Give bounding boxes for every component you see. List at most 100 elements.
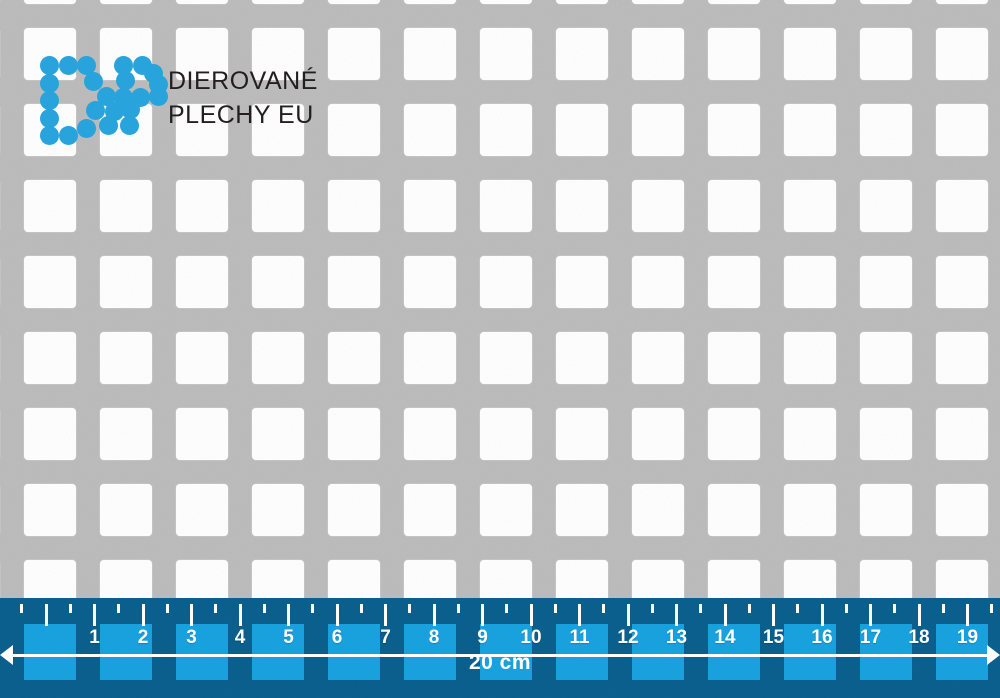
ruler-label-3: 3 xyxy=(186,627,197,648)
ruler-tick-major xyxy=(335,604,339,626)
perforation-hole xyxy=(24,560,76,598)
logo-dot xyxy=(119,116,139,136)
perforation-hole xyxy=(328,256,380,308)
brand-name: DIEROVANÉ PLECHY EU xyxy=(168,64,318,133)
perforation-hole xyxy=(24,256,76,308)
logo-dot xyxy=(115,70,135,90)
ruler-tick-minor xyxy=(408,604,412,613)
ruler-label-2: 2 xyxy=(137,627,149,648)
perforation-hole xyxy=(708,180,760,232)
perforation-hole xyxy=(632,560,684,598)
ruler-tick-major xyxy=(432,604,436,626)
perforation-hole xyxy=(936,104,988,156)
perforation-hole xyxy=(556,484,608,536)
logo-dot xyxy=(40,56,59,75)
perforation-hole xyxy=(252,332,304,384)
logo-dot xyxy=(99,116,119,136)
ruler-tick-minor xyxy=(941,604,945,613)
perforation-hole xyxy=(480,560,532,598)
ruler-label-1: 1 xyxy=(89,627,100,648)
logo-dot xyxy=(121,99,141,119)
perforation-hole xyxy=(480,256,532,308)
ruler-label-5: 5 xyxy=(283,627,294,648)
perforation-hole xyxy=(708,104,760,156)
perforation-hole xyxy=(252,0,304,4)
perforation-hole xyxy=(480,0,532,4)
perforation-hole xyxy=(784,104,836,156)
ruler-label-11: 11 xyxy=(569,627,590,648)
ruler-label-4: 4 xyxy=(234,627,246,648)
logo-dot xyxy=(58,56,78,75)
ruler-tick-minor xyxy=(359,604,363,613)
ruler-tick-minor xyxy=(68,604,72,613)
perforation-hole xyxy=(936,0,988,4)
logo-dot xyxy=(40,108,59,128)
ruler-tick-minor xyxy=(893,604,897,613)
perforation-hole xyxy=(556,0,608,4)
perforation-hole xyxy=(632,484,684,536)
ruler-tick-minor xyxy=(505,604,509,613)
ruler-tick-minor xyxy=(747,604,751,613)
perforation-hole xyxy=(632,256,684,308)
perforation-hole xyxy=(936,484,988,536)
perforation-hole xyxy=(784,484,836,536)
perforation-hole xyxy=(708,408,760,460)
perforation-hole xyxy=(328,180,380,232)
arrow-right-icon xyxy=(987,645,1000,665)
perforation-hole xyxy=(860,28,912,80)
perforation-hole xyxy=(784,408,836,460)
perforation-hole xyxy=(100,560,152,598)
perforation-hole xyxy=(404,484,456,536)
perforation-hole xyxy=(708,28,760,80)
logo-dot xyxy=(149,86,169,106)
perforation-hole xyxy=(784,180,836,232)
arrow-left-icon xyxy=(0,645,13,665)
perforation-hole xyxy=(632,332,684,384)
perforation-hole xyxy=(480,28,532,80)
logo-dot xyxy=(77,56,96,75)
perforation-hole xyxy=(556,560,608,598)
ruler-tick-minor xyxy=(796,604,800,613)
logo-dot xyxy=(40,91,59,110)
ruler-block xyxy=(24,624,76,680)
scale-ruler: 1 2 3 4 5 6 7 8 9 10 11 12 13 14 15 16 17 18 19 xyxy=(0,598,1000,698)
ruler-tick-major xyxy=(190,604,193,626)
perforation-hole xyxy=(176,0,228,4)
perforation-hole xyxy=(24,408,76,460)
brand-logo: DIEROVANÉ PLECHY EU xyxy=(38,48,368,148)
ruler-tick-minor xyxy=(553,604,557,613)
ruler-block xyxy=(176,624,228,680)
ruler-tick-major xyxy=(578,604,581,626)
perforation-hole xyxy=(328,408,380,460)
perforation-hole xyxy=(556,408,608,460)
ruler-label-10: 10 xyxy=(520,627,542,648)
perforation-hole xyxy=(708,560,760,598)
perforation-hole xyxy=(708,484,760,536)
perforation-hole xyxy=(328,332,380,384)
perforation-hole xyxy=(556,256,608,308)
perforation-hole xyxy=(480,484,532,536)
ruler-label-15: 15 xyxy=(762,627,785,648)
ruler-tick-major xyxy=(93,604,96,626)
perforation-hole xyxy=(100,180,152,232)
perforation-hole xyxy=(632,180,684,232)
perforation-hole xyxy=(404,256,456,308)
perforation-hole xyxy=(860,332,912,384)
ruler-tick-major xyxy=(917,604,921,626)
perforation-hole xyxy=(480,332,532,384)
perforation-hole xyxy=(556,104,608,156)
perforation-hole xyxy=(328,560,380,598)
ruler-tick-minor xyxy=(20,604,24,613)
ruler-label-6: 6 xyxy=(331,627,343,648)
perforation-hole xyxy=(252,408,304,460)
ruler-label-12: 12 xyxy=(617,627,639,648)
ruler-tick-major xyxy=(772,604,775,626)
perforation-hole xyxy=(252,180,304,232)
perforation-hole xyxy=(632,28,684,80)
perforation-hole xyxy=(480,104,532,156)
ruler-tick-major xyxy=(626,604,630,626)
perforation-hole xyxy=(860,180,912,232)
perforation-hole xyxy=(480,408,532,460)
perforation-hole xyxy=(24,180,76,232)
perforation-hole xyxy=(176,408,228,460)
